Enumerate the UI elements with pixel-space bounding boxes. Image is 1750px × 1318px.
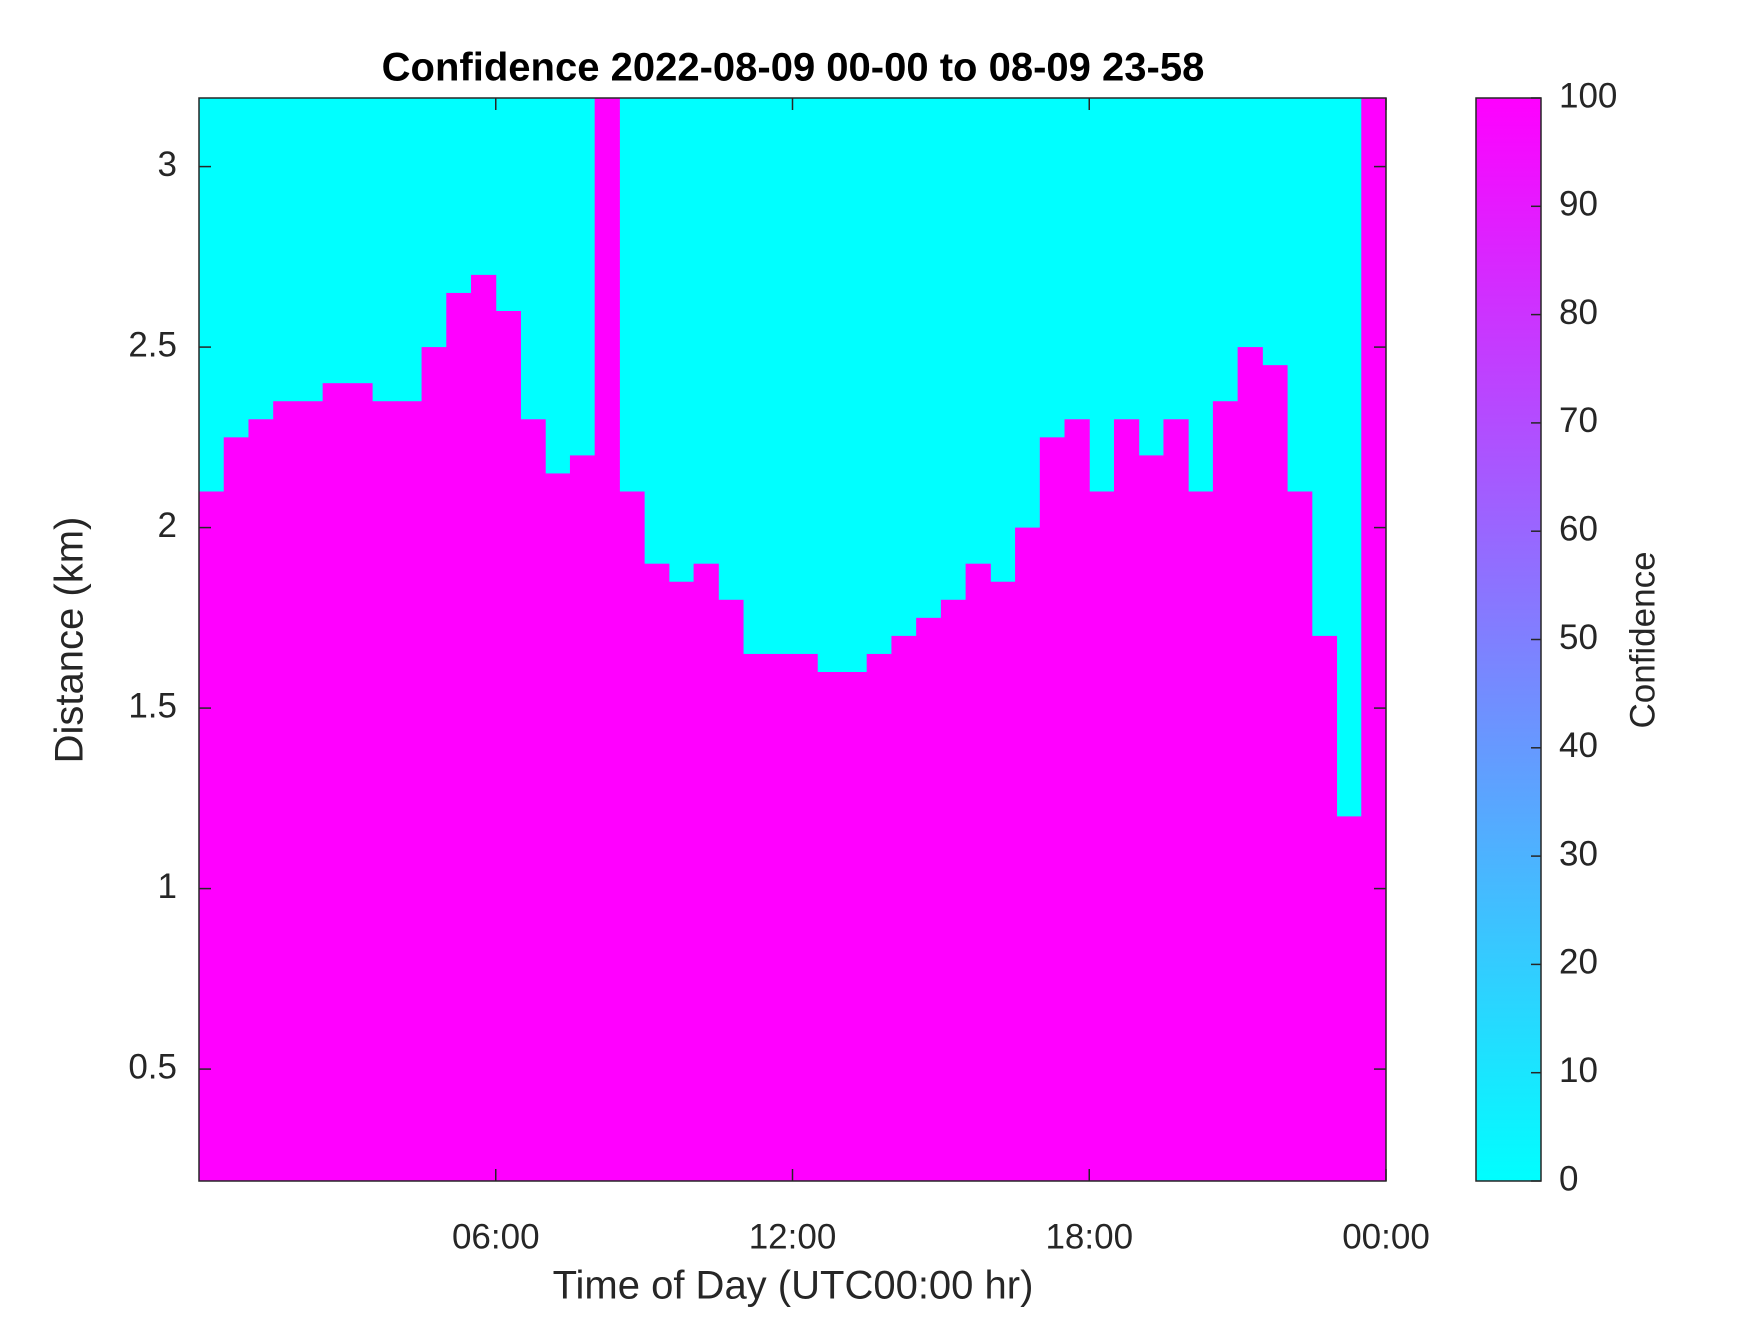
y-tick-label: 1 [158, 867, 177, 906]
heatmap-column [372, 401, 398, 1181]
heatmap-column [743, 653, 769, 1181]
heatmap-column [1015, 527, 1041, 1181]
chart-title: Confidence 2022-08-09 00-00 to 08-09 23-… [382, 46, 1205, 90]
heatmap-column [495, 310, 521, 1181]
x-tick-label: 06:00 [452, 1217, 540, 1256]
colorbar-tick-label: 60 [1559, 509, 1598, 548]
heatmap-column [322, 383, 348, 1181]
heatmap-column [1138, 455, 1164, 1181]
x-tick-label: 00:00 [1342, 1217, 1430, 1256]
heatmap-column [1163, 419, 1189, 1181]
heatmap-column [199, 491, 225, 1181]
heatmap-column [446, 292, 472, 1181]
y-tick-label: 2 [158, 506, 177, 545]
colorbar-label: Confidence [1623, 551, 1662, 728]
heatmap-column [1089, 491, 1115, 1181]
colorbar-tick-label: 50 [1559, 618, 1598, 657]
heatmap-column [1336, 816, 1362, 1181]
heatmap-column [273, 401, 299, 1181]
heatmap-column [644, 563, 670, 1181]
heatmap-column [767, 653, 793, 1181]
heatmap-column [594, 98, 620, 1181]
heatmap-column [817, 671, 843, 1181]
colorbar-tick-label: 80 [1559, 293, 1598, 332]
colorbar-tick-label: 10 [1559, 1051, 1598, 1090]
y-tick-label: 1.5 [128, 686, 177, 725]
heatmap-column [693, 563, 719, 1181]
colorbar-tick-label: 100 [1559, 76, 1617, 115]
heatmap-column [1064, 419, 1090, 1181]
heatmap-column [1212, 401, 1239, 1181]
x-axis-label: Time of Day (UTC00:00 hr) [553, 1264, 1034, 1308]
colorbar [1475, 97, 1542, 1182]
colorbar-tick-label: 70 [1559, 401, 1598, 440]
heatmap-column [347, 383, 373, 1181]
heatmap-column [990, 581, 1016, 1181]
heatmap-column [1287, 491, 1313, 1181]
heatmap-column [841, 671, 868, 1181]
heatmap-column [866, 653, 892, 1181]
y-axis-label: Distance (km) [48, 517, 92, 764]
y-tick-label: 3 [158, 145, 177, 184]
colorbar-tick-label: 20 [1559, 943, 1598, 982]
colorbar-tick-label: 30 [1559, 834, 1598, 873]
heatmap-column [1039, 437, 1066, 1182]
heatmap-column [940, 599, 967, 1181]
heatmap-column [1361, 98, 1387, 1181]
heatmap-column [545, 473, 571, 1181]
heatmap-column [668, 581, 695, 1181]
heatmap-column [1113, 419, 1140, 1181]
heatmap-column [792, 653, 818, 1181]
x-tick-label: 12:00 [749, 1217, 837, 1256]
heatmap-column [718, 599, 744, 1181]
heatmap-column [520, 419, 546, 1181]
heatmap-column [1188, 491, 1214, 1181]
heatmap-column [297, 401, 324, 1181]
colorbar-tick-label: 0 [1559, 1159, 1578, 1198]
heatmap-column [891, 635, 917, 1181]
heatmap-column [619, 491, 645, 1181]
heatmap-column [421, 347, 447, 1182]
heatmap-column [1262, 365, 1288, 1181]
heatmap-column [1237, 347, 1263, 1182]
y-tick-label: 2.5 [128, 325, 177, 364]
heatmap-column [965, 563, 991, 1181]
x-tick-label: 18:00 [1045, 1217, 1133, 1256]
heatmap-column [569, 455, 596, 1181]
heatmap-column [396, 401, 423, 1181]
heatmap-column [1311, 635, 1338, 1181]
y-tick-label: 0.5 [128, 1047, 177, 1086]
colorbar-tick-label: 90 [1559, 185, 1598, 224]
colorbar-tick-label: 40 [1559, 726, 1598, 765]
heatmap-column [248, 419, 274, 1181]
heatmap-column [223, 437, 249, 1182]
heatmap-column [916, 617, 942, 1181]
heatmap-column [471, 274, 497, 1181]
